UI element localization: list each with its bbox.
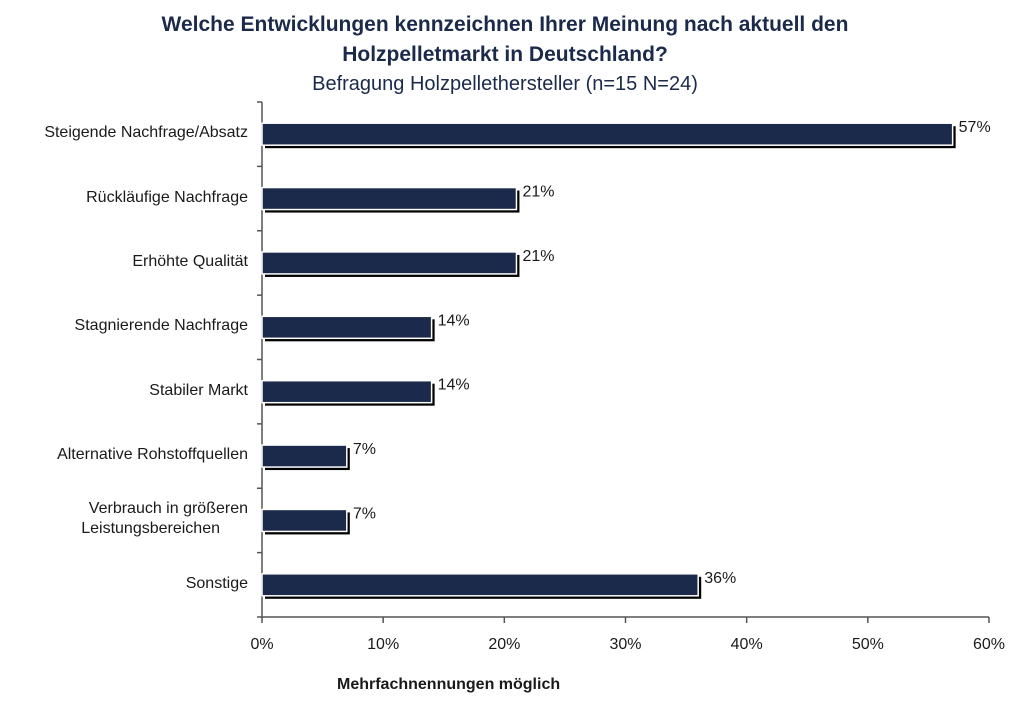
- bar: [261, 508, 348, 533]
- bar-value-label: 7%: [353, 505, 376, 522]
- category-label: Stabiler Markt: [149, 381, 248, 401]
- x-axis-note: Mehrfachnennungen möglich: [337, 676, 561, 693]
- x-tick-label: 40%: [731, 636, 763, 653]
- x-tick-label: 10%: [367, 636, 399, 653]
- bar-value-label: 21%: [522, 184, 554, 201]
- chart-title-line-2: Holzpelletmarkt in Deutschland?: [342, 43, 668, 66]
- category-label: Stagnierende Nachfrage: [75, 316, 248, 336]
- category-label: Steigende Nachfrage/Absatz: [44, 123, 248, 143]
- category-label-line: Stagnierende Nachfrage: [74, 317, 248, 335]
- x-tick-label: 30%: [609, 636, 641, 653]
- chart-subtitle: Befragung Holzpellethersteller (n=15 N=2…: [312, 73, 698, 95]
- bar-value-label: 57%: [959, 119, 991, 136]
- category-label-line: Stabiler Markt: [149, 381, 248, 399]
- bar: [261, 186, 518, 211]
- bar: [261, 251, 518, 275]
- bar: [261, 444, 348, 468]
- bar-value-label: 21%: [522, 248, 554, 265]
- bar-value-label: 14%: [438, 312, 470, 329]
- category-label: Sonstige: [186, 574, 248, 594]
- category-label-line: Steigende Nachfrage/Absatz: [44, 124, 248, 142]
- category-label: Erhöhte Qualität: [132, 252, 248, 272]
- category-label-line: Leistungsbereichen: [81, 520, 220, 538]
- bar-value-label: 14%: [438, 377, 470, 394]
- bar: [261, 573, 699, 597]
- chart-title-line-1: Welche Entwicklungen kennzeichnen Ihrer …: [161, 13, 849, 36]
- category-label-line: Erhöhte Qualität: [132, 252, 248, 270]
- category-label-line: Sonstige: [185, 574, 248, 592]
- bar: [261, 379, 433, 404]
- category-label-line: Alternative Rohstoffquellen: [57, 446, 248, 464]
- category-label-line: Verbrauch in größeren: [88, 500, 248, 518]
- x-tick-label: 0%: [250, 636, 273, 653]
- category-label: Rückläufige Nachfrage: [86, 188, 248, 208]
- bar-value-label: 7%: [353, 441, 376, 458]
- category-label: Verbrauch in größeren Leistungsbereichen: [81, 499, 248, 539]
- x-tick-label: 60%: [973, 636, 1005, 653]
- x-tick-label: 50%: [852, 636, 884, 653]
- x-tick-label: 20%: [488, 636, 520, 653]
- category-label-line: Rückläufige Nachfrage: [86, 188, 248, 206]
- bar-value-label: 36%: [704, 570, 736, 587]
- category-label: Alternative Rohstoffquellen: [57, 445, 248, 465]
- bar: [261, 315, 433, 340]
- bar: [261, 122, 954, 146]
